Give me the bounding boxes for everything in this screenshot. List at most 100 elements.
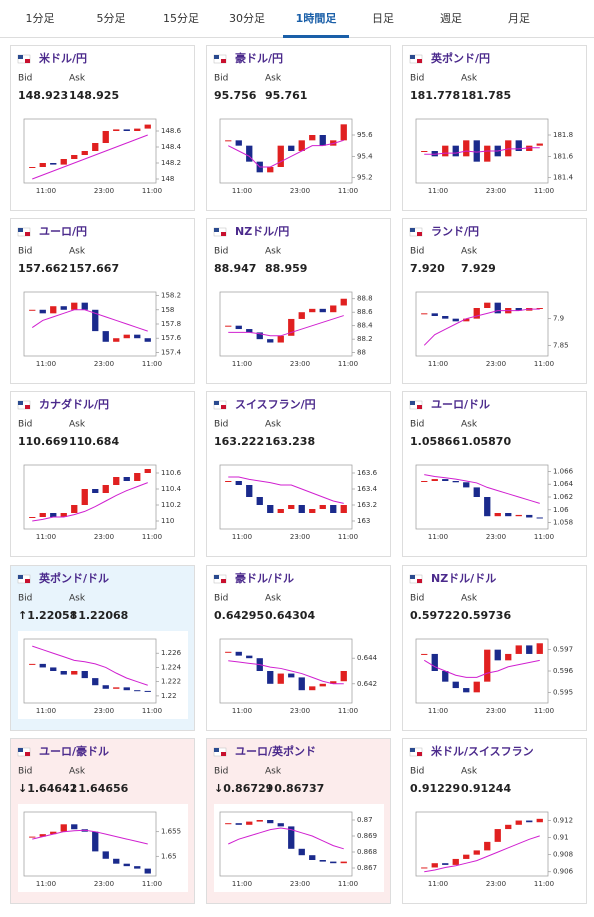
- candle: [144, 690, 151, 692]
- candle: [277, 823, 284, 827]
- candle: [92, 143, 99, 151]
- candle: [71, 824, 78, 830]
- candle: [235, 823, 242, 825]
- pair-name[interactable]: 米ドル/スイスフラン: [430, 744, 534, 758]
- pair-name[interactable]: ユーロ/円: [39, 225, 87, 238]
- y-tick-label: 0.87: [357, 816, 373, 824]
- bid-value: 88.947: [214, 262, 256, 275]
- candle: [39, 663, 46, 668]
- tab[interactable]: 日足: [372, 12, 394, 25]
- ask-value: ↑1.22068: [69, 609, 128, 622]
- flag: [221, 405, 226, 409]
- pair-name[interactable]: 豪ドル/円: [235, 51, 283, 65]
- pair-name[interactable]: 英ポンド/ドル: [38, 571, 109, 585]
- candle: [330, 140, 337, 146]
- flag: [25, 59, 30, 63]
- candle: [256, 497, 263, 505]
- pair-name[interactable]: 米ドル/円: [38, 51, 87, 65]
- pair-name[interactable]: NZドル/円: [235, 225, 289, 238]
- ask-label: Ask: [265, 247, 282, 257]
- candle: [113, 858, 120, 864]
- x-tick-label: 23:00: [94, 187, 114, 195]
- flag: [214, 228, 219, 232]
- y-tick-label: 158.2: [161, 292, 181, 300]
- chart-area: [18, 804, 188, 892]
- pair-name[interactable]: スイスフラン/円: [235, 398, 316, 411]
- plot-frame: [415, 118, 549, 184]
- flag: [410, 401, 415, 405]
- bid-label: Bid: [410, 74, 424, 84]
- y-tick-label: 157.6: [161, 334, 182, 342]
- candle: [256, 332, 263, 340]
- plot-frame: [219, 118, 353, 184]
- tab[interactable]: 週足: [440, 12, 462, 25]
- x-tick-label: 11:00: [338, 707, 358, 715]
- ask-value: 1.05870: [461, 435, 511, 448]
- pair-name[interactable]: NZドル/ドル: [431, 572, 496, 585]
- candle: [442, 671, 449, 682]
- tab[interactable]: 30分足: [229, 12, 265, 25]
- y-tick-label: 1.058: [553, 519, 573, 527]
- x-tick-label: 23:00: [486, 880, 506, 888]
- tab[interactable]: 1時間足: [296, 11, 338, 25]
- candle: [246, 485, 253, 497]
- flag: [417, 405, 422, 409]
- x-tick-label: 11:00: [428, 360, 448, 368]
- candle: [60, 513, 67, 517]
- pair-name[interactable]: 英ポンド/円: [430, 51, 490, 65]
- flag: [417, 579, 422, 583]
- y-tick-label: 148.6: [161, 127, 182, 135]
- tab[interactable]: 5分足: [97, 12, 126, 25]
- pair-name[interactable]: ランド/円: [431, 225, 479, 238]
- ask-label: Ask: [69, 420, 86, 430]
- pair-name[interactable]: ユーロ/豪ドル: [39, 744, 109, 758]
- bid-value: 157.662: [18, 262, 68, 275]
- x-tick-label: 23:00: [486, 187, 506, 195]
- y-tick-label: 88: [357, 349, 366, 357]
- x-tick-label: 11:00: [338, 880, 358, 888]
- x-tick-label: 11:00: [36, 707, 56, 715]
- tab[interactable]: 月足: [508, 12, 530, 25]
- flag: [214, 55, 219, 59]
- flag: [410, 228, 415, 232]
- pair-name[interactable]: ユーロ/英ポンド: [235, 744, 316, 758]
- candle: [277, 145, 284, 167]
- candle: [39, 163, 46, 167]
- candle: [319, 683, 326, 687]
- moving-average: [31, 309, 148, 332]
- x-tick-label: 23:00: [290, 187, 310, 195]
- x-tick-label: 11:00: [534, 187, 554, 195]
- candle: [288, 673, 295, 678]
- y-tick-label: 1.655: [161, 828, 181, 836]
- x-tick-label: 11:00: [428, 533, 448, 541]
- candle: [309, 855, 316, 860]
- bid-value: 0.91229: [410, 782, 460, 795]
- y-tick-label: 157.8: [161, 320, 181, 328]
- tab[interactable]: 1分足: [26, 12, 55, 25]
- pair-name[interactable]: カナダドル/円: [39, 397, 109, 411]
- y-tick-label: 181.4: [553, 174, 574, 182]
- pair-name[interactable]: 豪ドル/ドル: [235, 571, 294, 585]
- flag: [214, 575, 219, 579]
- tab[interactable]: 15分足: [163, 12, 199, 25]
- y-tick-label: 1.06: [553, 506, 569, 514]
- ask-value: 0.64304: [265, 609, 315, 622]
- flag: [410, 575, 415, 579]
- candle: [102, 131, 109, 143]
- candle: [134, 128, 141, 131]
- candle: [246, 821, 253, 825]
- y-tick-label: 158: [161, 306, 174, 314]
- candle: [484, 497, 491, 517]
- candle: [29, 663, 36, 665]
- candle: [50, 831, 57, 835]
- candle: [81, 302, 88, 310]
- candle: [494, 302, 501, 314]
- y-tick-label: 163: [357, 517, 370, 525]
- candle: [225, 651, 232, 653]
- pair-name[interactable]: ユーロ/ドル: [431, 398, 490, 411]
- x-tick-label: 11:00: [232, 707, 252, 715]
- x-tick-label: 11:00: [36, 533, 56, 541]
- candle: [144, 868, 151, 874]
- y-tick-label: 163.2: [357, 501, 377, 509]
